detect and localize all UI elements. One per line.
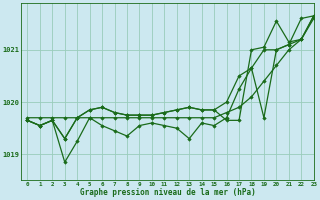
X-axis label: Graphe pression niveau de la mer (hPa): Graphe pression niveau de la mer (hPa)	[80, 188, 255, 197]
